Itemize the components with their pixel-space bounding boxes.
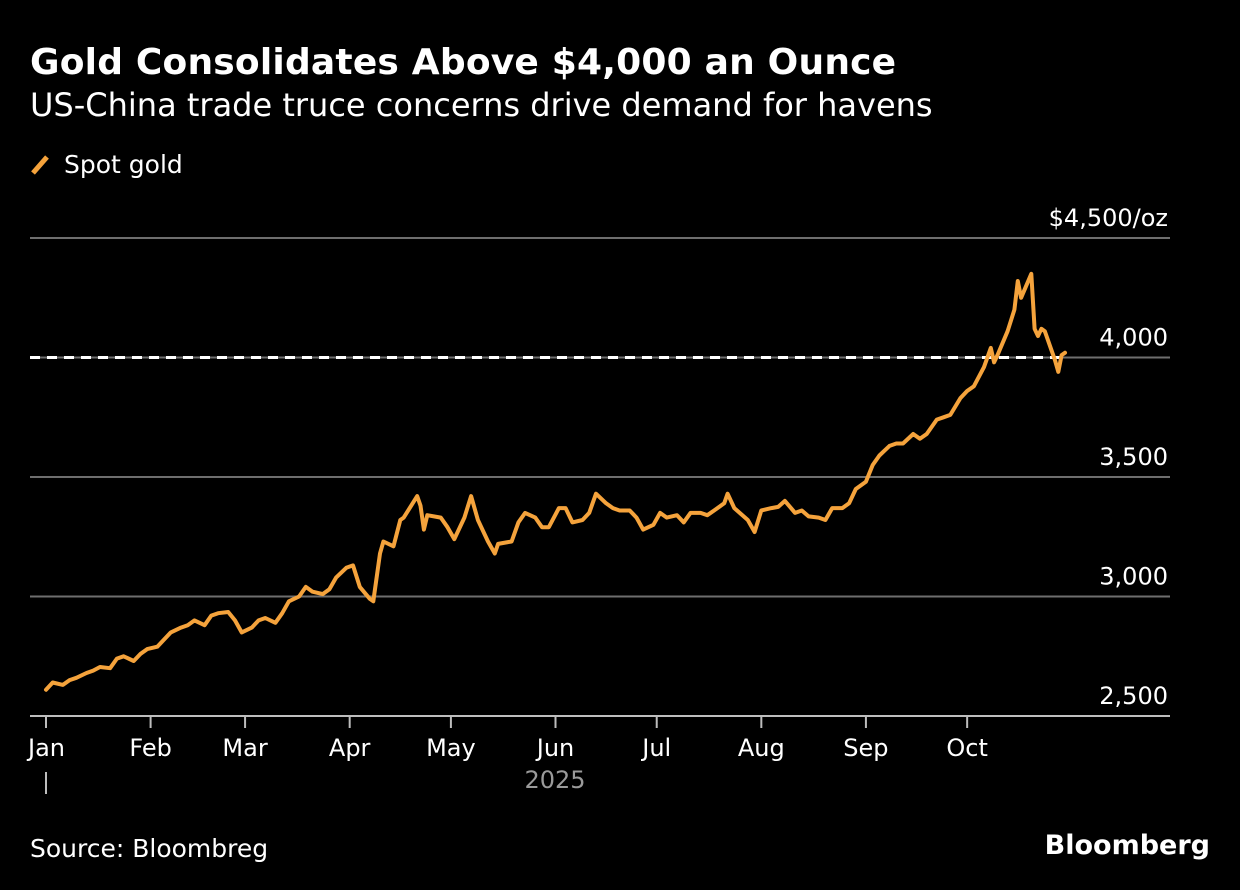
chart-subtitle: US-China trade truce concerns drive dema… [30, 86, 933, 124]
y-tick-labels: 2,500 3,000 3,500 4,000 $4,500/oz [1049, 204, 1168, 710]
x-tick-label: Aug [738, 734, 785, 762]
y-tick-label: 4,000 [1099, 324, 1168, 352]
source-note: Source: Bloombreg [30, 834, 269, 863]
y-tick-label: 3,500 [1099, 443, 1168, 471]
year-label: 2025 [524, 766, 585, 794]
x-tick-label: May [426, 734, 476, 762]
x-tick-label: Jun [535, 734, 575, 762]
legend-swatch-icon [31, 154, 49, 175]
x-tick-label: Oct [946, 734, 988, 762]
legend-label: Spot gold [64, 150, 183, 179]
x-axis: Jan Feb Mar Apr May Jun Jul Aug Sep Oct 2025 [26, 716, 988, 794]
x-tick-label: Sep [843, 734, 888, 762]
legend: Spot gold [30, 150, 183, 179]
chart-title: Gold Consolidates Above $4,000 an Ounce [30, 42, 897, 83]
x-tick-label: Apr [329, 734, 371, 762]
x-tick-label: Jul [640, 734, 671, 762]
series-group [44, 271, 1067, 692]
series-line-spot-gold [44, 271, 1067, 692]
grid-lines [30, 237, 1170, 717]
x-tick-label: Feb [129, 734, 172, 762]
bloomberg-logo: Bloomberg [1044, 830, 1210, 861]
y-tick-label: 3,000 [1099, 563, 1168, 591]
y-tick-label: 2,500 [1099, 682, 1168, 710]
y-tick-label: $4,500/oz [1049, 204, 1168, 232]
x-tick-label: Jan [26, 734, 65, 762]
x-tick-label: Mar [222, 734, 267, 762]
